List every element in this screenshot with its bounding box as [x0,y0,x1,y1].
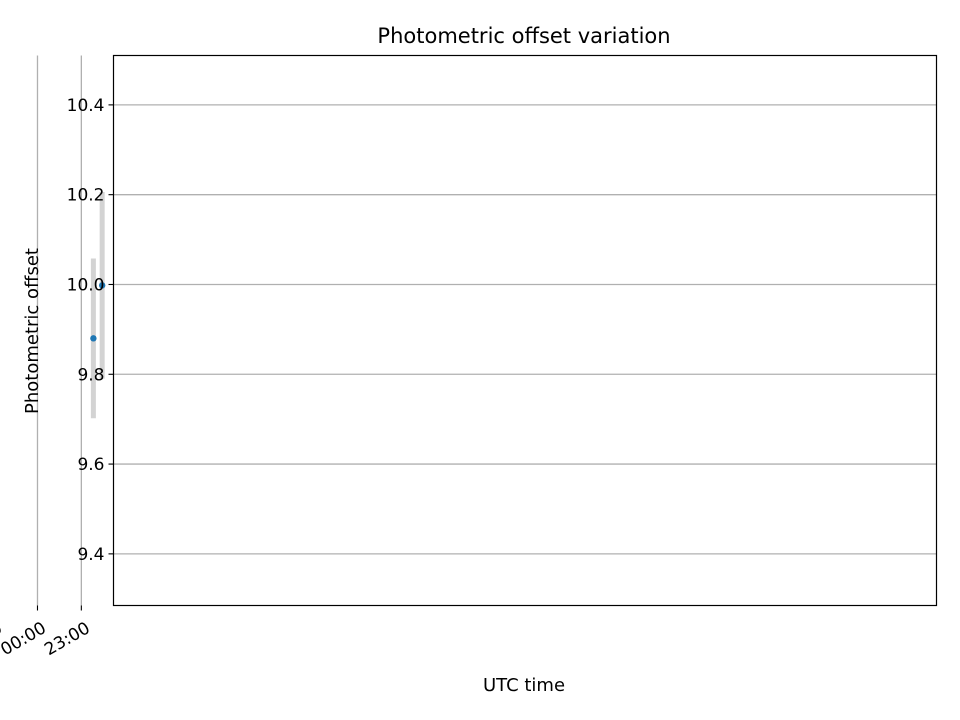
y-tick-label: 9.4 [77,545,104,565]
y-tick-label: 10.2 [67,186,105,206]
data-points [90,282,106,342]
y-tick-label: 10.0 [67,275,105,295]
x-tick-label: 23:00 [41,618,93,660]
y-tick-label: 9.8 [77,365,104,385]
chart-title: Photometric offset variation [377,24,670,48]
y-tick-label: 10.4 [67,96,105,116]
x-tick-label: 00:00 [0,618,50,660]
plot-frame [112,54,938,607]
x-axis-label: UTC time [483,675,565,696]
data-point [98,282,106,289]
error-bars [90,191,105,419]
data-point [90,335,97,342]
y-axis-label: Photometric offset [22,248,43,414]
y-tick-label: 9.6 [77,455,104,475]
grid-lines [36,55,937,606]
y-axis-ticks: 9.4 9.6 9.8 10.0 10.2 10.4 [67,96,114,565]
